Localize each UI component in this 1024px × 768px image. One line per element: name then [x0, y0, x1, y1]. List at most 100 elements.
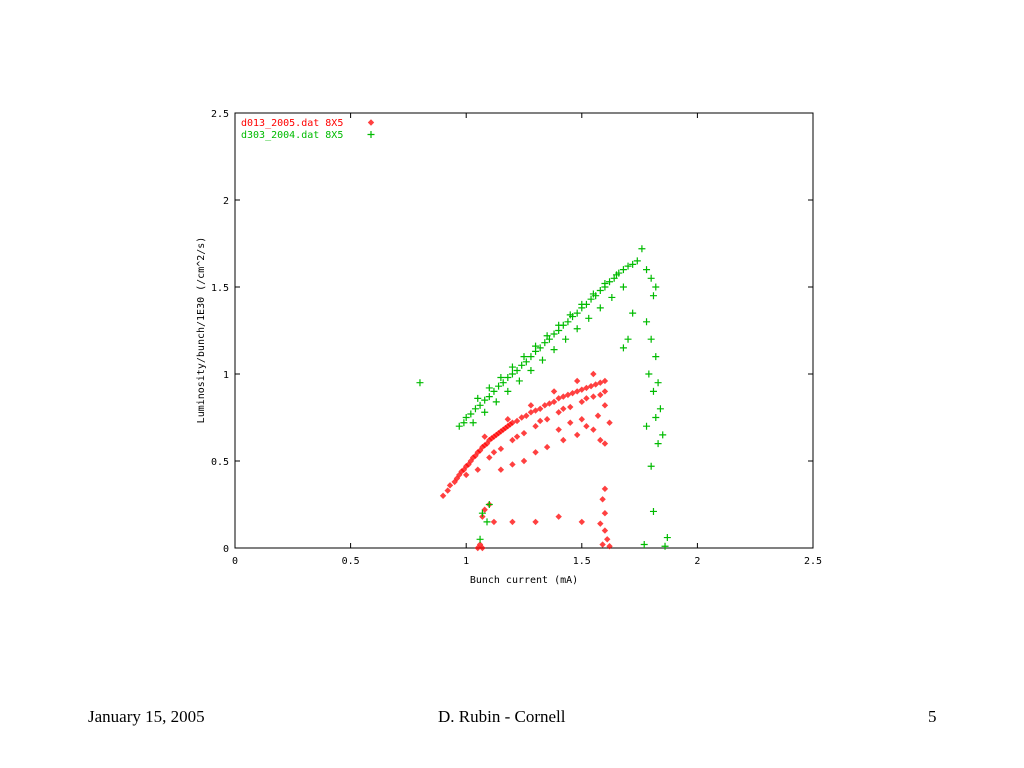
- data-point: [601, 440, 609, 447]
- legend-label: d013_2005.dat 8X5: [241, 118, 343, 129]
- x-tick-label: 1.5: [573, 556, 591, 567]
- data-point: [485, 384, 493, 392]
- data-point: [515, 377, 523, 385]
- data-point: [550, 330, 558, 338]
- data-point: [469, 419, 477, 427]
- data-point: [590, 393, 597, 400]
- data-point: [596, 286, 604, 294]
- data-point: [532, 342, 540, 350]
- data-point: [460, 419, 468, 427]
- data-point: [560, 436, 567, 444]
- data-point: [471, 405, 479, 413]
- data-point: [656, 405, 664, 413]
- x-tick-label: 0.5: [342, 556, 360, 567]
- data-point: [649, 387, 657, 395]
- data-point: [490, 449, 498, 456]
- data-point: [481, 408, 489, 416]
- data-point: [543, 443, 551, 451]
- legend-marker: [367, 119, 375, 126]
- data-point: [573, 309, 581, 317]
- data-point: [476, 535, 484, 543]
- data-point: [538, 356, 546, 364]
- data-point: [497, 466, 505, 473]
- data-point: [474, 544, 481, 552]
- data-point: [550, 398, 558, 406]
- data-point: [485, 393, 493, 401]
- data-point: [652, 414, 660, 421]
- data-point: [619, 283, 627, 291]
- data-point: [543, 332, 551, 340]
- data-point: [612, 271, 620, 279]
- data-point: [532, 423, 539, 430]
- data-point: [536, 405, 544, 412]
- data-point: [513, 367, 521, 375]
- data-point: [599, 496, 606, 503]
- data-point: [504, 373, 512, 381]
- footer-date: January 15, 2005: [88, 707, 205, 726]
- y-tick-label: 0: [223, 544, 229, 555]
- data-point: [590, 370, 597, 378]
- data-point: [527, 402, 535, 409]
- data-point: [527, 353, 535, 361]
- data-point: [604, 536, 611, 543]
- data-point: [629, 309, 637, 317]
- data-point: [467, 410, 475, 418]
- data-point: [522, 358, 530, 366]
- data-point: [485, 501, 493, 508]
- data-point: [550, 388, 558, 395]
- data-point: [573, 325, 581, 333]
- data-point: [578, 300, 586, 308]
- data-point: [481, 396, 489, 404]
- data-point: [647, 274, 655, 282]
- data-point: [573, 377, 581, 385]
- data-point: [619, 344, 627, 352]
- data-point: [606, 419, 613, 426]
- data-point: [550, 346, 558, 354]
- data-point: [583, 384, 590, 392]
- data-point: [478, 509, 486, 517]
- data-point: [589, 290, 597, 298]
- data-point: [520, 353, 528, 361]
- y-axis-label: Luminosity/bunch/1E30 (/cm^2/s): [196, 237, 207, 424]
- data-point: [587, 382, 595, 390]
- data-point: [564, 391, 572, 399]
- y-tick-label: 2.5: [211, 109, 229, 120]
- data-point: [624, 262, 632, 270]
- data-point: [455, 422, 463, 430]
- data-point: [601, 510, 609, 517]
- data-point: [583, 423, 590, 430]
- data-point: [654, 379, 662, 387]
- data-point: [532, 449, 539, 456]
- data-point: [606, 278, 614, 286]
- data-point: [446, 482, 454, 489]
- data-point: [567, 419, 574, 426]
- data-point: [474, 394, 482, 402]
- data-point: [608, 293, 616, 301]
- plot-frame: [234, 112, 814, 549]
- y-tick-label: 1: [223, 370, 229, 381]
- footer-author: D. Rubin - Cornell: [438, 707, 566, 726]
- data-point: [555, 409, 562, 416]
- series-1: [416, 245, 671, 550]
- data-point: [649, 507, 657, 515]
- data-point: [543, 416, 551, 423]
- data-point: [638, 245, 646, 253]
- data-point: [504, 387, 512, 395]
- axis-ticks: 0 0.5 1 1.5 2 2.5 0 0.5 1 1.5 2 2.5: [211, 109, 822, 567]
- legend-label: d303_2004.dat 8X5: [241, 130, 343, 141]
- data-point: [483, 518, 491, 526]
- data-point: [659, 431, 667, 439]
- x-axis-label: Bunch current (mA): [470, 575, 578, 586]
- data-point: [640, 541, 648, 549]
- x-tick-label: 2: [694, 556, 700, 567]
- data-point: [527, 409, 535, 416]
- data-point: [523, 412, 530, 419]
- data-point: [629, 260, 637, 268]
- data-points: [416, 245, 671, 552]
- data-point: [463, 471, 470, 479]
- data-point: [490, 387, 498, 395]
- data-point: [643, 422, 651, 430]
- series-0: [439, 370, 613, 552]
- data-point: [601, 527, 609, 534]
- data-point: [497, 373, 505, 381]
